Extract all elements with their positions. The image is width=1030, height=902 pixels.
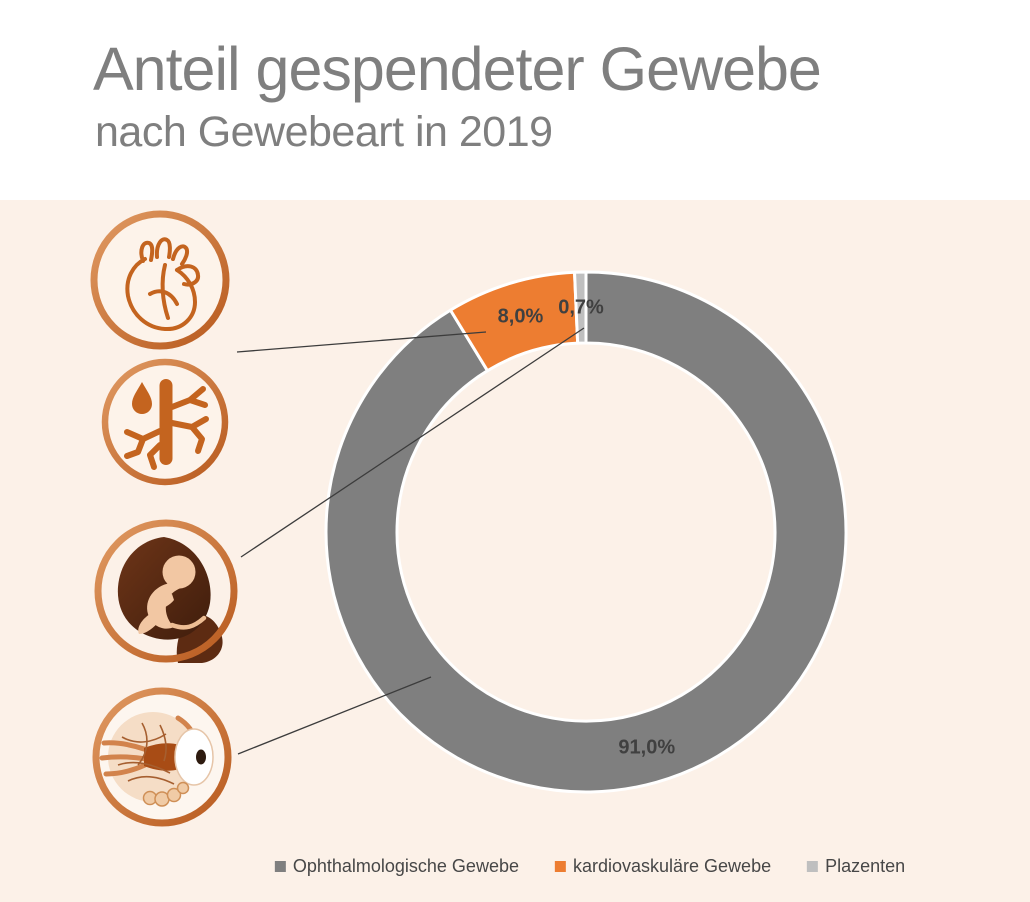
page-subtitle: nach Gewebeart in 2019 [95, 108, 553, 156]
donut-slice-0 [324, 270, 848, 794]
chart-legend: Ophthalmologische Gewebe kardiovaskuläre… [274, 856, 905, 877]
slice-label-0: 91,0% [618, 736, 676, 759]
leader-line-placenta [240, 327, 585, 558]
page-title: Anteil gespendeter Gewebe [93, 35, 822, 103]
slice-label-2: 0,7% [558, 296, 604, 319]
donut-slice-2 [573, 270, 588, 345]
eye-icon [92, 687, 232, 827]
slice-label-1: 8,0% [497, 305, 544, 328]
legend-item-cardiovascular: kardiovaskuläre Gewebe [554, 856, 772, 877]
umbilical-cord [169, 615, 207, 630]
icon-ring [94, 519, 238, 663]
header: Anteil gespendeter Gewebe nach Gewebeart… [0, 0, 1030, 200]
pupil [196, 749, 206, 765]
legend-label-cardiovascular: kardiovaskuläre Gewebe [572, 856, 772, 876]
legend-swatch-placenta [807, 861, 819, 872]
legend-swatch-cardiovascular [554, 861, 566, 872]
blood-vessel-icon [101, 358, 229, 486]
fetus-icon [94, 519, 238, 663]
leader-line-ophthalmologic [237, 676, 432, 755]
blood-drop-icon [132, 382, 152, 414]
legend-swatch-ophthalmologic [274, 861, 286, 872]
legend-item-placenta: Plazenten [807, 856, 905, 877]
leader-line-cardiovascular [236, 331, 487, 353]
legend-label-placenta: Plazenten [825, 856, 906, 876]
legend-item-ophthalmologic: Ophthalmologische Gewebe [274, 856, 519, 877]
heart-icon [90, 210, 230, 350]
legend-label-ophthalmologic: Ophthalmologische Gewebe [292, 856, 519, 876]
cornea [174, 728, 214, 786]
